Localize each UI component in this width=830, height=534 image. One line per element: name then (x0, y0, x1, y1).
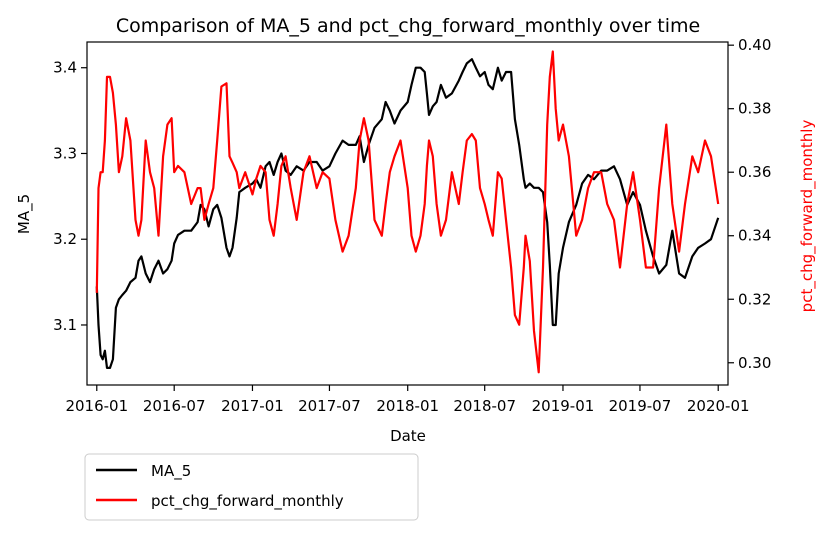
right-y-tick-label: 0.34 (738, 227, 771, 245)
right-y-axis: 0.30 0.32 0.34 0.36 0.38 0.40 (728, 36, 771, 372)
x-tick-label: 2020-01 (687, 397, 750, 415)
x-tick-label: 2017-01 (221, 397, 284, 415)
legend-label-ma-5: MA_5 (151, 462, 191, 481)
x-tick-label: 2016-01 (65, 397, 128, 415)
left-y-axis: 3.1 3.2 3.3 3.4 (53, 59, 87, 334)
x-axis-label: Date (390, 427, 426, 445)
chart-title: Comparison of MA_5 and pct_chg_forward_m… (116, 15, 700, 37)
series-layer (95, 50, 720, 374)
legend: MA_5 pct_chg_forward_monthly (84, 453, 419, 521)
series-line-pct-chg-forward-monthly (95, 50, 720, 374)
x-tick-label: 2019-07 (609, 397, 672, 415)
x-tick-label: 2017-07 (298, 397, 361, 415)
x-tick-label: 2018-01 (376, 397, 439, 415)
left-y-tick-label: 3.3 (53, 144, 77, 162)
right-y-tick-label: 0.32 (738, 290, 771, 308)
left-y-tick-label: 3.2 (53, 230, 77, 248)
left-y-axis-label: MA_5 (15, 194, 34, 234)
x-tick-label: 2016-07 (143, 397, 206, 415)
plot-frame (86, 41, 729, 386)
x-tick-label: 2018-07 (453, 397, 516, 415)
legend-label-pct-chg-forward-monthly: pct_chg_forward_monthly (151, 492, 344, 511)
right-y-tick-label: 0.40 (738, 36, 771, 54)
x-tick-label: 2019-01 (532, 397, 595, 415)
left-y-tick-label: 3.4 (53, 59, 77, 77)
right-y-tick-label: 0.30 (738, 354, 771, 372)
legend-box (84, 453, 419, 521)
right-y-axis-label: pct_chg_forward_monthly (798, 120, 817, 313)
left-y-tick-label: 3.1 (53, 316, 77, 334)
series-line-ma-5 (95, 58, 720, 369)
right-y-tick-label: 0.38 (738, 100, 771, 118)
x-axis: 2016-01 2016-07 2017-01 2017-07 2018-01 2018-… (65, 385, 750, 415)
right-y-tick-label: 0.36 (738, 163, 771, 181)
